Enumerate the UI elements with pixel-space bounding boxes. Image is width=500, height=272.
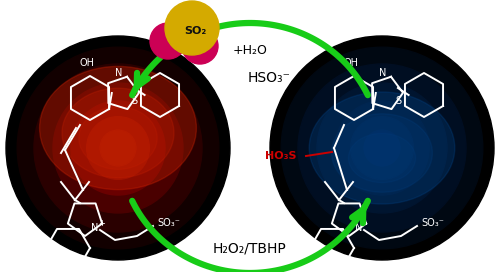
Text: N: N <box>116 68 122 78</box>
Text: SO₃⁻: SO₃⁻ <box>421 218 444 228</box>
Text: +: + <box>98 220 105 228</box>
Ellipse shape <box>53 83 183 213</box>
Ellipse shape <box>34 64 202 232</box>
Ellipse shape <box>71 101 165 195</box>
Text: H₂O₂/TBHP: H₂O₂/TBHP <box>213 241 287 255</box>
Ellipse shape <box>17 47 219 249</box>
Ellipse shape <box>165 1 219 55</box>
Ellipse shape <box>332 114 432 192</box>
Text: OH: OH <box>344 58 358 68</box>
Text: S: S <box>131 96 137 106</box>
Ellipse shape <box>309 92 455 204</box>
Ellipse shape <box>317 83 447 213</box>
Ellipse shape <box>182 28 218 64</box>
Text: +H₂O: +H₂O <box>233 44 268 57</box>
Ellipse shape <box>348 133 416 183</box>
Ellipse shape <box>350 117 414 179</box>
Ellipse shape <box>79 107 157 169</box>
Text: HO₃S: HO₃S <box>264 151 296 161</box>
Ellipse shape <box>150 23 186 59</box>
Ellipse shape <box>364 130 400 166</box>
Text: HSO₃⁻: HSO₃⁻ <box>248 71 291 85</box>
Text: S: S <box>395 96 401 106</box>
Text: N: N <box>356 223 362 233</box>
Text: OH: OH <box>80 58 94 68</box>
Text: N: N <box>92 223 98 233</box>
Text: SO₂: SO₂ <box>184 26 206 36</box>
Ellipse shape <box>62 88 174 178</box>
Ellipse shape <box>86 117 150 179</box>
Ellipse shape <box>298 64 466 232</box>
Ellipse shape <box>281 47 483 249</box>
Ellipse shape <box>335 101 429 195</box>
Ellipse shape <box>100 130 136 166</box>
Ellipse shape <box>6 36 230 260</box>
Text: N: N <box>380 68 386 78</box>
Ellipse shape <box>40 66 196 190</box>
Text: SO₃⁻: SO₃⁻ <box>157 218 180 228</box>
Ellipse shape <box>270 36 494 260</box>
